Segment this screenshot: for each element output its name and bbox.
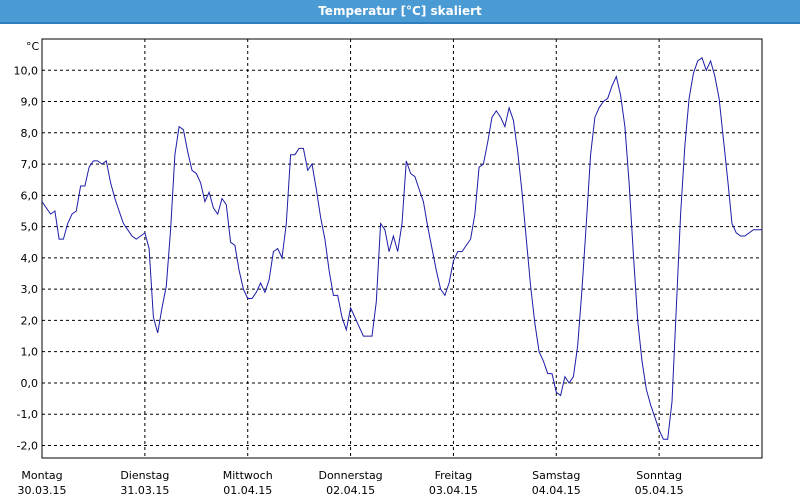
x-tick-date-label: 02.04.15 (326, 484, 375, 497)
chart-title: Temperatur [°C] skaliert (318, 4, 482, 18)
y-tick-label: 9,0 (21, 96, 39, 109)
plot-frame (41, 38, 763, 459)
y-tick-label: 8,0 (21, 127, 39, 140)
y-tick-label: 5,0 (21, 221, 39, 234)
temperature-series-line (41, 57, 762, 440)
title-bar-accent (0, 22, 800, 24)
x-tick-day-label: Mittwoch (223, 469, 273, 482)
x-tick-day-label: Sonntag (636, 469, 682, 482)
x-tick-labels: Montag 30.03.15 Dienstag 31.03.15 Mittwoch 01… (18, 469, 684, 497)
x-tick-date-label: 03.04.15 (429, 484, 478, 497)
x-tick-day-label: Freitag (435, 469, 473, 482)
grid-layer (42, 39, 762, 458)
x-tick-day-label: Samstag (532, 469, 580, 482)
x-tick-date-label: 31.03.15 (120, 484, 169, 497)
x-tick-day-label: Dienstag (120, 469, 169, 482)
y-tick-label: 10,0 (14, 64, 39, 77)
y-tick-label: 6,0 (21, 189, 39, 202)
y-tick-label: -2,0 (17, 439, 38, 452)
chart-title-bar: Temperatur [°C] skaliert (0, 0, 800, 22)
y-tick-label: 4,0 (21, 252, 39, 265)
y-tick-label: -1,0 (17, 408, 38, 421)
x-tick-date-label: 05.04.15 (635, 484, 684, 497)
x-tick-date-label: 30.03.15 (18, 484, 67, 497)
x-tick-day-label: Montag (21, 469, 62, 482)
y-axis-unit-label: °C (26, 40, 40, 53)
x-tick-date-label: 01.04.15 (223, 484, 272, 497)
y-tick-labels: 10,0 9,0 8,0 7,0 6,0 5,0 4,0 3,0 2,0 1,0 0,0 -1,0 -2… (14, 64, 39, 452)
y-tick-label: 3,0 (21, 283, 39, 296)
x-tick-day-label: Donnerstag (318, 469, 382, 482)
y-tick-label: 0,0 (21, 377, 39, 390)
y-tick-label: 7,0 (21, 158, 39, 171)
y-tick-label: 1,0 (21, 346, 39, 359)
y-tick-label: 2,0 (21, 314, 39, 327)
x-tick-date-label: 04.04.15 (532, 484, 581, 497)
